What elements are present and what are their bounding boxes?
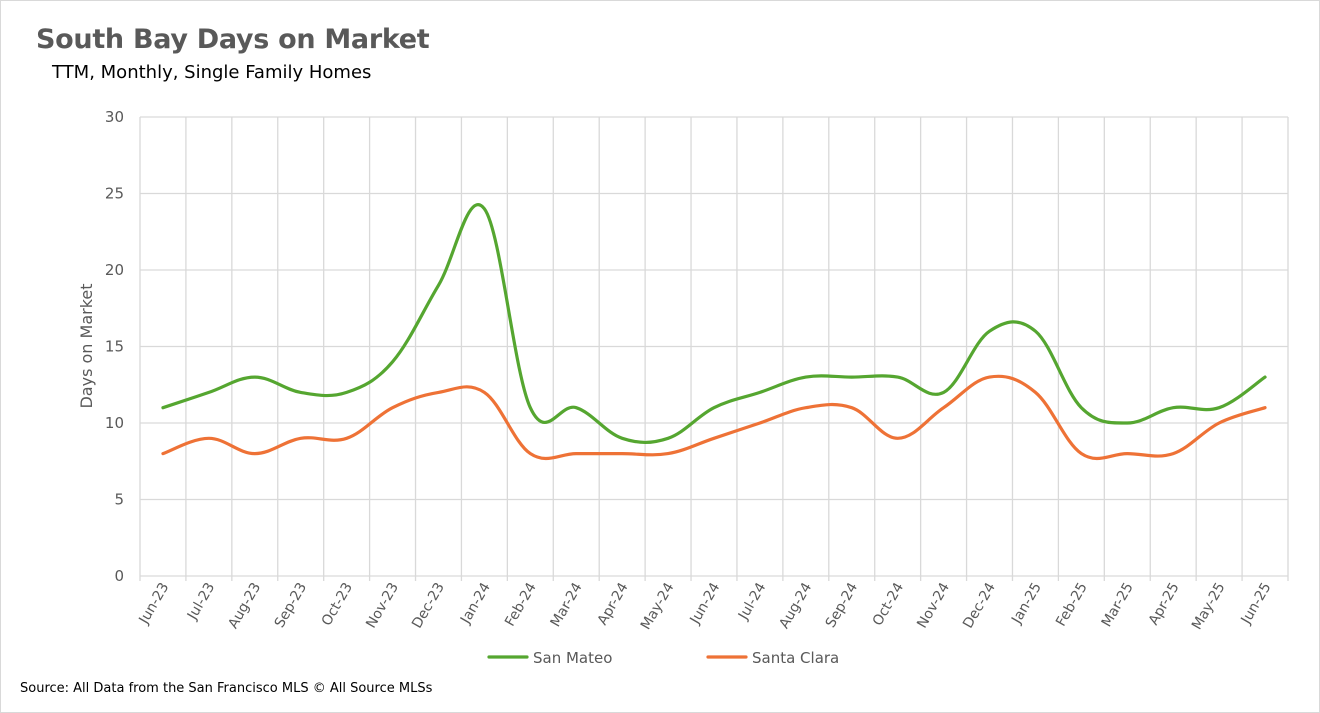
x-tick-label: May-24 [638, 580, 678, 633]
x-tick-label: Aug-23 [225, 580, 264, 631]
series-lines [161, 203, 1267, 461]
chart-title: South Bay Days on Market [36, 24, 430, 55]
y-tick-label: 5 [114, 491, 124, 509]
x-tick-label: Dec-24 [960, 580, 999, 631]
x-tick-labels: Jun-23 Jul-23 Aug-23 Sep-23 Oct-23 Nov-23 Dec-… [136, 580, 1275, 633]
y-tick-label: 10 [105, 414, 124, 432]
x-tick-label: Feb-24 [502, 580, 540, 629]
gridlines [139, 116, 1289, 581]
y-axis-title: Days on Market [77, 283, 96, 408]
series-line-santa-clara [161, 374, 1267, 461]
x-tick-label: Jun-23 [136, 580, 173, 628]
x-tick-label: Aug-24 [776, 580, 815, 632]
x-tick-label: Oct-24 [870, 580, 907, 629]
x-tick-label: Jul-24 [735, 580, 769, 623]
y-tick-label: 15 [105, 338, 124, 356]
x-tick-label: Sep-24 [823, 580, 862, 631]
x-tick-label: Jun-25 [1238, 580, 1275, 628]
x-tick-label: Mar-25 [1099, 580, 1137, 630]
x-tick-label: Sep-23 [272, 580, 310, 631]
x-tick-label: Jan-25 [1008, 580, 1045, 627]
source-note: Source: All Data from the San Francisco … [20, 681, 433, 696]
y-tick-label: 25 [105, 185, 124, 203]
x-tick-label: May-25 [1189, 580, 1229, 633]
x-tick-label: Oct-23 [319, 580, 356, 629]
x-tick-label: Jun-24 [687, 580, 724, 628]
x-tick-label: Mar-24 [548, 580, 586, 630]
series-line-san-mateo [161, 203, 1267, 445]
x-tick-label: Apr-24 [595, 580, 632, 628]
x-tick-label: Dec-23 [409, 580, 448, 631]
x-tick-label: Apr-25 [1146, 580, 1183, 628]
legend-label: Santa Clara [752, 649, 839, 667]
legend: San Mateo Santa Clara [487, 649, 839, 667]
y-tick-label: 0 [114, 567, 124, 585]
chart-subtitle: TTM, Monthly, Single Family Homes [52, 62, 372, 83]
x-tick-label: Feb-25 [1053, 580, 1091, 629]
legend-label: San Mateo [533, 649, 612, 667]
y-tick-labels: 0 5 10 15 20 25 30 [105, 108, 124, 585]
y-tick-label: 20 [105, 261, 124, 279]
x-tick-label: Jul-23 [184, 580, 218, 623]
x-tick-label: Nov-23 [363, 580, 402, 631]
y-tick-label: 30 [105, 108, 124, 126]
x-tick-label: Jan-24 [457, 580, 494, 627]
x-tick-label: Nov-24 [914, 580, 953, 631]
